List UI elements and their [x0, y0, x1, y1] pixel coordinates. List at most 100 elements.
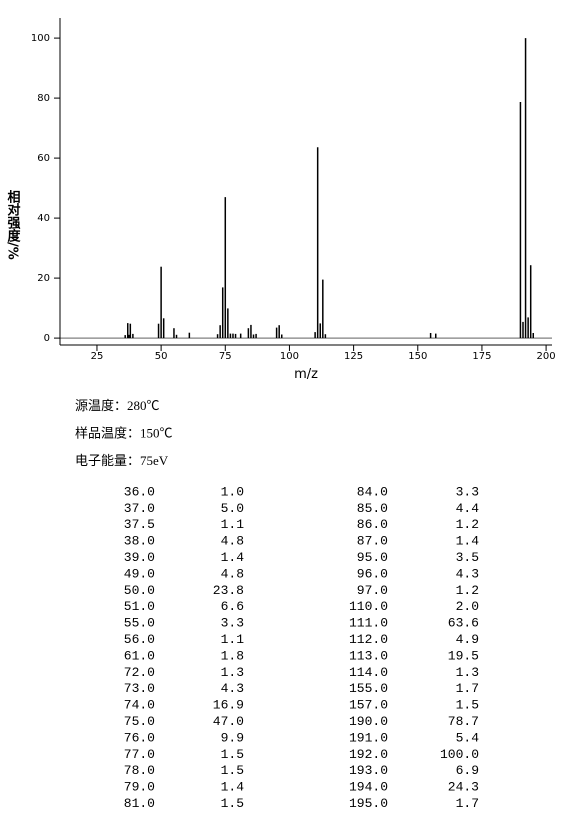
x-axis-label: m/z	[294, 367, 318, 382]
y-tick-label: 40	[37, 213, 50, 224]
x-tick-label: 75	[219, 351, 232, 362]
mz-cell: 50.0	[124, 583, 155, 598]
intensity-cell: 5.4	[456, 730, 480, 745]
intensity-cell: 4.9	[456, 632, 479, 647]
intensity-cell: 63.6	[448, 616, 479, 631]
x-tick-label: 125	[344, 351, 363, 362]
x-tick-label: 175	[472, 351, 491, 362]
mz-cell: 97.0	[357, 583, 388, 598]
y-tick-label: 60	[37, 153, 50, 164]
intensity-cell: 6.6	[221, 599, 244, 614]
mz-cell: 49.0	[124, 566, 155, 581]
intensity-cell: 1.8	[221, 648, 244, 663]
y-tick-label: 80	[37, 93, 50, 104]
intensity-cell: 1.5	[221, 747, 244, 762]
y-tick-label: 20	[37, 273, 50, 284]
intensity-cell: 5.0	[221, 501, 244, 516]
mz-cell: 36.0	[124, 484, 155, 499]
intensity-cell: 1.5	[221, 796, 244, 811]
intensity-cell: 1.3	[456, 665, 479, 680]
mz-cell: 56.0	[124, 632, 155, 647]
intensity-cell: 1.7	[456, 681, 479, 696]
intensity-cell: 1.1	[221, 517, 245, 532]
y-axis-label: 相对强度/%	[5, 189, 21, 259]
intensity-cell: 1.4	[456, 534, 480, 549]
intensity-cell: 1.0	[221, 484, 244, 499]
x-tick-label: 200	[537, 351, 556, 362]
condition: 电子能量：75eV	[75, 453, 169, 468]
intensity-cell: 1.1	[221, 632, 245, 647]
intensity-cell: 16.9	[213, 698, 244, 713]
mz-cell: 114.0	[349, 665, 388, 680]
intensity-cell: 1.7	[456, 796, 479, 811]
mz-cell: 192.0	[349, 747, 388, 762]
mz-cell: 37.5	[124, 517, 155, 532]
intensity-cell: 1.2	[456, 583, 479, 598]
mz-cell: 61.0	[124, 648, 155, 663]
intensity-cell: 1.2	[456, 517, 479, 532]
y-tick-label: 0	[44, 333, 50, 344]
intensity-cell: 19.5	[448, 648, 479, 663]
mz-cell: 51.0	[124, 599, 155, 614]
intensity-cell: 4.3	[456, 566, 479, 581]
mz-cell: 74.0	[124, 698, 155, 713]
mz-cell: 78.0	[124, 763, 155, 778]
intensity-cell: 1.5	[221, 763, 244, 778]
intensity-cell: 3.3	[221, 616, 244, 631]
condition: 样品温度：150℃	[75, 425, 173, 440]
x-tick-label: 50	[155, 351, 168, 362]
mz-cell: 95.0	[357, 550, 388, 565]
intensity-cell: 23.8	[213, 583, 244, 598]
mz-cell: 190.0	[349, 714, 388, 729]
intensity-cell: 78.7	[448, 714, 479, 729]
intensity-cell: 100.0	[440, 747, 479, 762]
mz-cell: 111.0	[349, 616, 388, 631]
intensity-cell: 4.4	[456, 501, 480, 516]
x-tick-label: 25	[91, 351, 104, 362]
intensity-cell: 4.8	[221, 534, 244, 549]
intensity-cell: 2.0	[456, 599, 479, 614]
mz-cell: 81.0	[124, 796, 155, 811]
mz-cell: 76.0	[124, 730, 155, 745]
mz-cell: 110.0	[349, 599, 388, 614]
intensity-cell: 4.3	[221, 681, 244, 696]
intensity-cell: 6.9	[456, 763, 479, 778]
mz-cell: 155.0	[349, 681, 388, 696]
mz-cell: 77.0	[124, 747, 155, 762]
y-tick-label: 100	[31, 33, 50, 44]
intensity-cell: 47.0	[213, 714, 244, 729]
mz-cell: 113.0	[349, 648, 388, 663]
mz-cell: 157.0	[349, 698, 388, 713]
mz-cell: 75.0	[124, 714, 155, 729]
mz-cell: 191.0	[349, 730, 388, 745]
mz-cell: 195.0	[349, 796, 388, 811]
mz-cell: 55.0	[124, 616, 155, 631]
mz-cell: 85.0	[357, 501, 388, 516]
mz-cell: 193.0	[349, 763, 388, 778]
mz-cell: 84.0	[357, 484, 388, 499]
condition: 源温度：280℃	[75, 398, 160, 413]
intensity-cell: 1.4	[221, 550, 245, 565]
intensity-cell: 4.8	[221, 566, 244, 581]
x-tick-label: 100	[280, 351, 299, 362]
intensity-cell: 3.5	[456, 550, 479, 565]
mz-cell: 194.0	[349, 780, 388, 795]
mz-cell: 112.0	[349, 632, 388, 647]
mz-cell: 86.0	[357, 517, 388, 532]
x-tick-label: 150	[408, 351, 427, 362]
mz-cell: 73.0	[124, 681, 155, 696]
intensity-cell: 3.3	[456, 484, 479, 499]
mz-cell: 72.0	[124, 665, 155, 680]
intensity-cell: 1.5	[456, 698, 479, 713]
mz-cell: 38.0	[124, 534, 155, 549]
intensity-cell: 1.4	[221, 780, 245, 795]
intensity-cell: 1.3	[221, 665, 244, 680]
mz-cell: 79.0	[124, 780, 155, 795]
mz-cell: 96.0	[357, 566, 388, 581]
intensity-cell: 24.3	[448, 780, 479, 795]
mz-cell: 87.0	[357, 534, 388, 549]
mz-cell: 39.0	[124, 550, 155, 565]
mz-cell: 37.0	[124, 501, 155, 516]
